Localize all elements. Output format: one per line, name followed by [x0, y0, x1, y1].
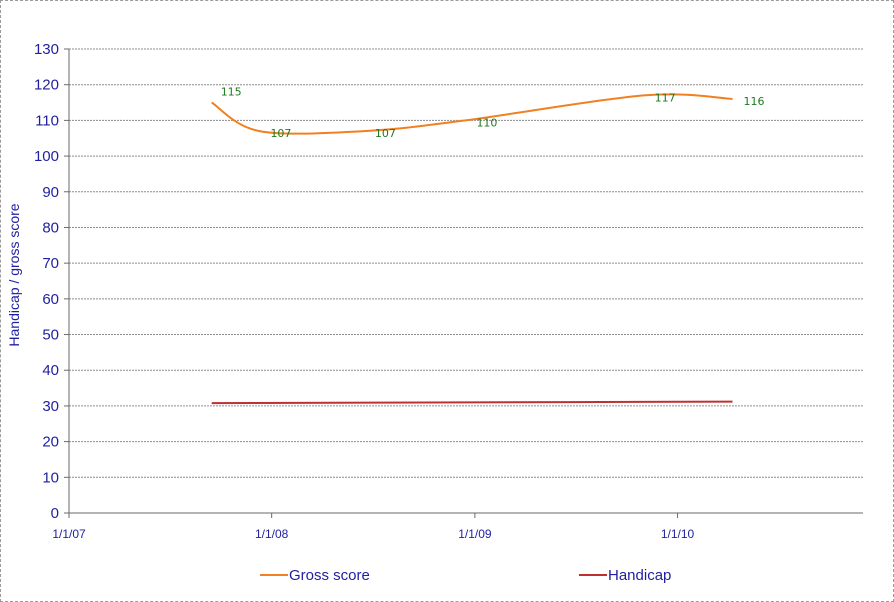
y-tick-label: 0 [51, 505, 59, 522]
y-tick-label: 120 [34, 77, 59, 94]
y-tick-label: 30 [42, 398, 59, 415]
y-tick-labels: 0 10 20 30 40 50 60 70 80 90 100 110 120 130 [34, 41, 59, 522]
y-tick-label: 40 [42, 362, 59, 379]
y-tick-label: 50 [42, 327, 59, 344]
axes [68, 49, 863, 514]
y-tick-label: 110 [35, 112, 59, 129]
data-label: 115 [221, 86, 242, 99]
y-tick-label: 10 [42, 469, 59, 486]
y-tick-label: 70 [42, 255, 59, 272]
x-tick-labels: 1/1/07 1/1/08 1/1/09 1/1/10 [52, 513, 695, 541]
data-label: 107 [270, 127, 291, 140]
legend: Gross score Handicap [260, 567, 671, 584]
x-tick-label: 1/1/10 [661, 527, 695, 541]
y-tick-label: 100 [34, 148, 59, 165]
series-line-handicap [211, 400, 733, 405]
series-line-gross-score [211, 93, 733, 135]
x-tick-label: 1/1/08 [255, 527, 289, 541]
y-tick-label: 90 [42, 184, 59, 201]
data-labels: 115 107 107 110 117 116 [221, 86, 765, 141]
legend-label: Gross score [289, 567, 370, 584]
y-tick-label: 130 [34, 41, 59, 58]
x-tick-label: 1/1/09 [458, 527, 492, 541]
y-axis-label: Handicap / gross score [6, 203, 22, 346]
data-label: 107 [375, 127, 396, 140]
series-lines [211, 93, 733, 405]
gridlines [64, 48, 863, 514]
legend-label: Handicap [608, 567, 671, 584]
y-tick-label: 60 [42, 291, 59, 308]
x-tick-label: 1/1/07 [52, 527, 86, 541]
data-label: 110 [476, 116, 497, 129]
data-label: 116 [744, 95, 765, 108]
data-label: 117 [655, 91, 676, 104]
y-tick-label: 20 [42, 434, 59, 451]
y-tick-label: 80 [42, 219, 59, 236]
